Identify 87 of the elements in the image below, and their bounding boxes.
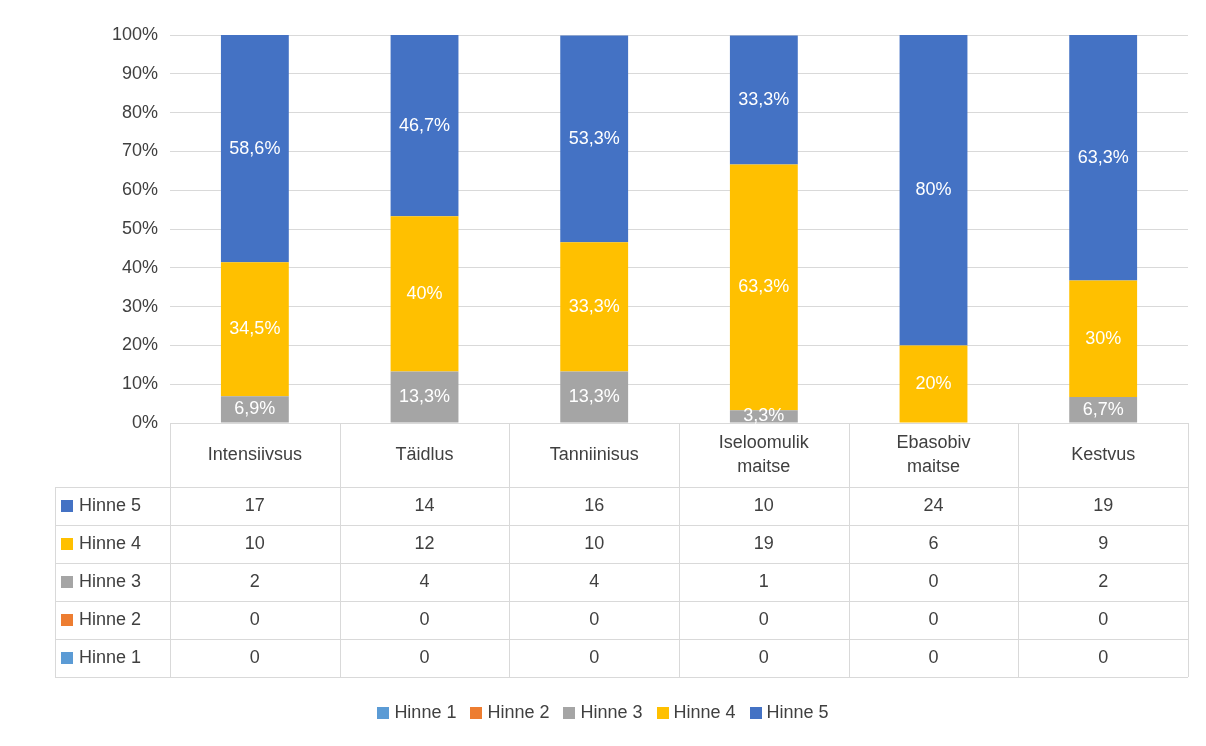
y-tick-label: 30% xyxy=(122,295,159,316)
data-label: 40% xyxy=(406,282,443,303)
data-label: 80% xyxy=(915,179,952,200)
x-tick-label: Ebasobiv maitse xyxy=(896,431,971,476)
data-label: 3,3% xyxy=(743,405,785,426)
y-tick-label: 50% xyxy=(122,217,159,238)
data-label: 33,3% xyxy=(738,88,790,109)
bar xyxy=(390,216,459,372)
legend-label: Hinne 5 xyxy=(79,494,142,515)
legend-label: Hinne 1 xyxy=(79,646,142,667)
y-tick-label: 20% xyxy=(122,334,159,355)
text: 2 xyxy=(1098,570,1109,591)
text: 6 xyxy=(928,532,939,553)
bar xyxy=(220,262,289,397)
text: 0 xyxy=(589,608,600,629)
bar xyxy=(560,35,629,243)
bar xyxy=(899,35,968,346)
text: 10 xyxy=(753,494,774,515)
legend-label: Hinne 2 xyxy=(79,608,142,629)
y-tick-label: 70% xyxy=(122,140,159,161)
text: 10 xyxy=(244,532,265,553)
text: 1 xyxy=(758,570,769,591)
data-label: 34,5% xyxy=(229,318,281,339)
text: 24 xyxy=(923,494,944,515)
text: Hinne 2 xyxy=(487,702,550,722)
bar xyxy=(1069,280,1138,397)
text: 9 xyxy=(1098,532,1109,553)
text: 2 xyxy=(249,570,260,591)
bar xyxy=(729,35,798,165)
text: 0 xyxy=(1098,608,1109,629)
data-label: 30% xyxy=(1085,327,1122,348)
bar xyxy=(560,371,629,423)
text: 16 xyxy=(584,494,605,515)
x-tick-label: Intensiivsus xyxy=(207,443,302,464)
data-label: 6,9% xyxy=(234,398,276,419)
y-tick-label: 80% xyxy=(122,101,159,122)
y-tick-label: 40% xyxy=(122,256,159,277)
x-tick-label: Kestvus xyxy=(1071,443,1136,464)
data-label: 6,7% xyxy=(1082,398,1124,419)
text: Hinne 5 xyxy=(766,702,829,722)
legend-label: Hinne 3 xyxy=(79,570,142,591)
text: 0 xyxy=(419,646,430,667)
text: Hinne 3 xyxy=(580,702,643,722)
text: 19 xyxy=(753,532,774,553)
bar xyxy=(560,242,629,372)
y-tick-label: 0% xyxy=(132,411,159,432)
bar xyxy=(390,371,459,423)
data-label: 13,3% xyxy=(568,385,620,406)
text: 12 xyxy=(414,532,435,553)
y-tick-label: 60% xyxy=(122,179,159,200)
x-tick-label: Täidlus xyxy=(395,443,454,464)
data-label: 13,3% xyxy=(399,385,451,406)
bar xyxy=(1069,35,1138,281)
bar xyxy=(220,35,289,263)
text: 0 xyxy=(758,608,769,629)
data-label: 63,3% xyxy=(738,276,790,297)
text: 0 xyxy=(249,646,260,667)
x-tick-label: Tanniinisus xyxy=(549,443,639,464)
text: Hinne 1 xyxy=(394,702,457,722)
legend-label: Hinne 4 xyxy=(79,532,142,553)
text: 0 xyxy=(928,608,939,629)
x-tick-label: Iseloomulik maitse xyxy=(718,431,810,476)
y-tick-label: 90% xyxy=(122,62,159,83)
data-label: 46,7% xyxy=(399,114,451,135)
text: 0 xyxy=(758,646,769,667)
bar xyxy=(899,345,968,423)
text: 0 xyxy=(928,570,939,591)
bar xyxy=(390,35,459,217)
data-label: 53,3% xyxy=(568,127,620,148)
text: 0 xyxy=(249,608,260,629)
text: 0 xyxy=(1098,646,1109,667)
data-label: 20% xyxy=(915,372,952,393)
y-tick-label: 100% xyxy=(111,23,159,44)
text: 0 xyxy=(589,646,600,667)
text: 4 xyxy=(589,570,600,591)
text: 4 xyxy=(419,570,430,591)
text: Hinne 4 xyxy=(673,702,736,722)
data-label: 58,6% xyxy=(229,137,281,158)
text: 19 xyxy=(1093,494,1114,515)
data-label: 63,3% xyxy=(1077,146,1129,167)
text: 10 xyxy=(584,532,605,553)
text: 0 xyxy=(928,646,939,667)
text: 0 xyxy=(419,608,430,629)
y-tick-label: 10% xyxy=(122,373,159,394)
data-label: 33,3% xyxy=(568,295,620,316)
text: 14 xyxy=(414,494,435,515)
text: 17 xyxy=(244,494,265,515)
